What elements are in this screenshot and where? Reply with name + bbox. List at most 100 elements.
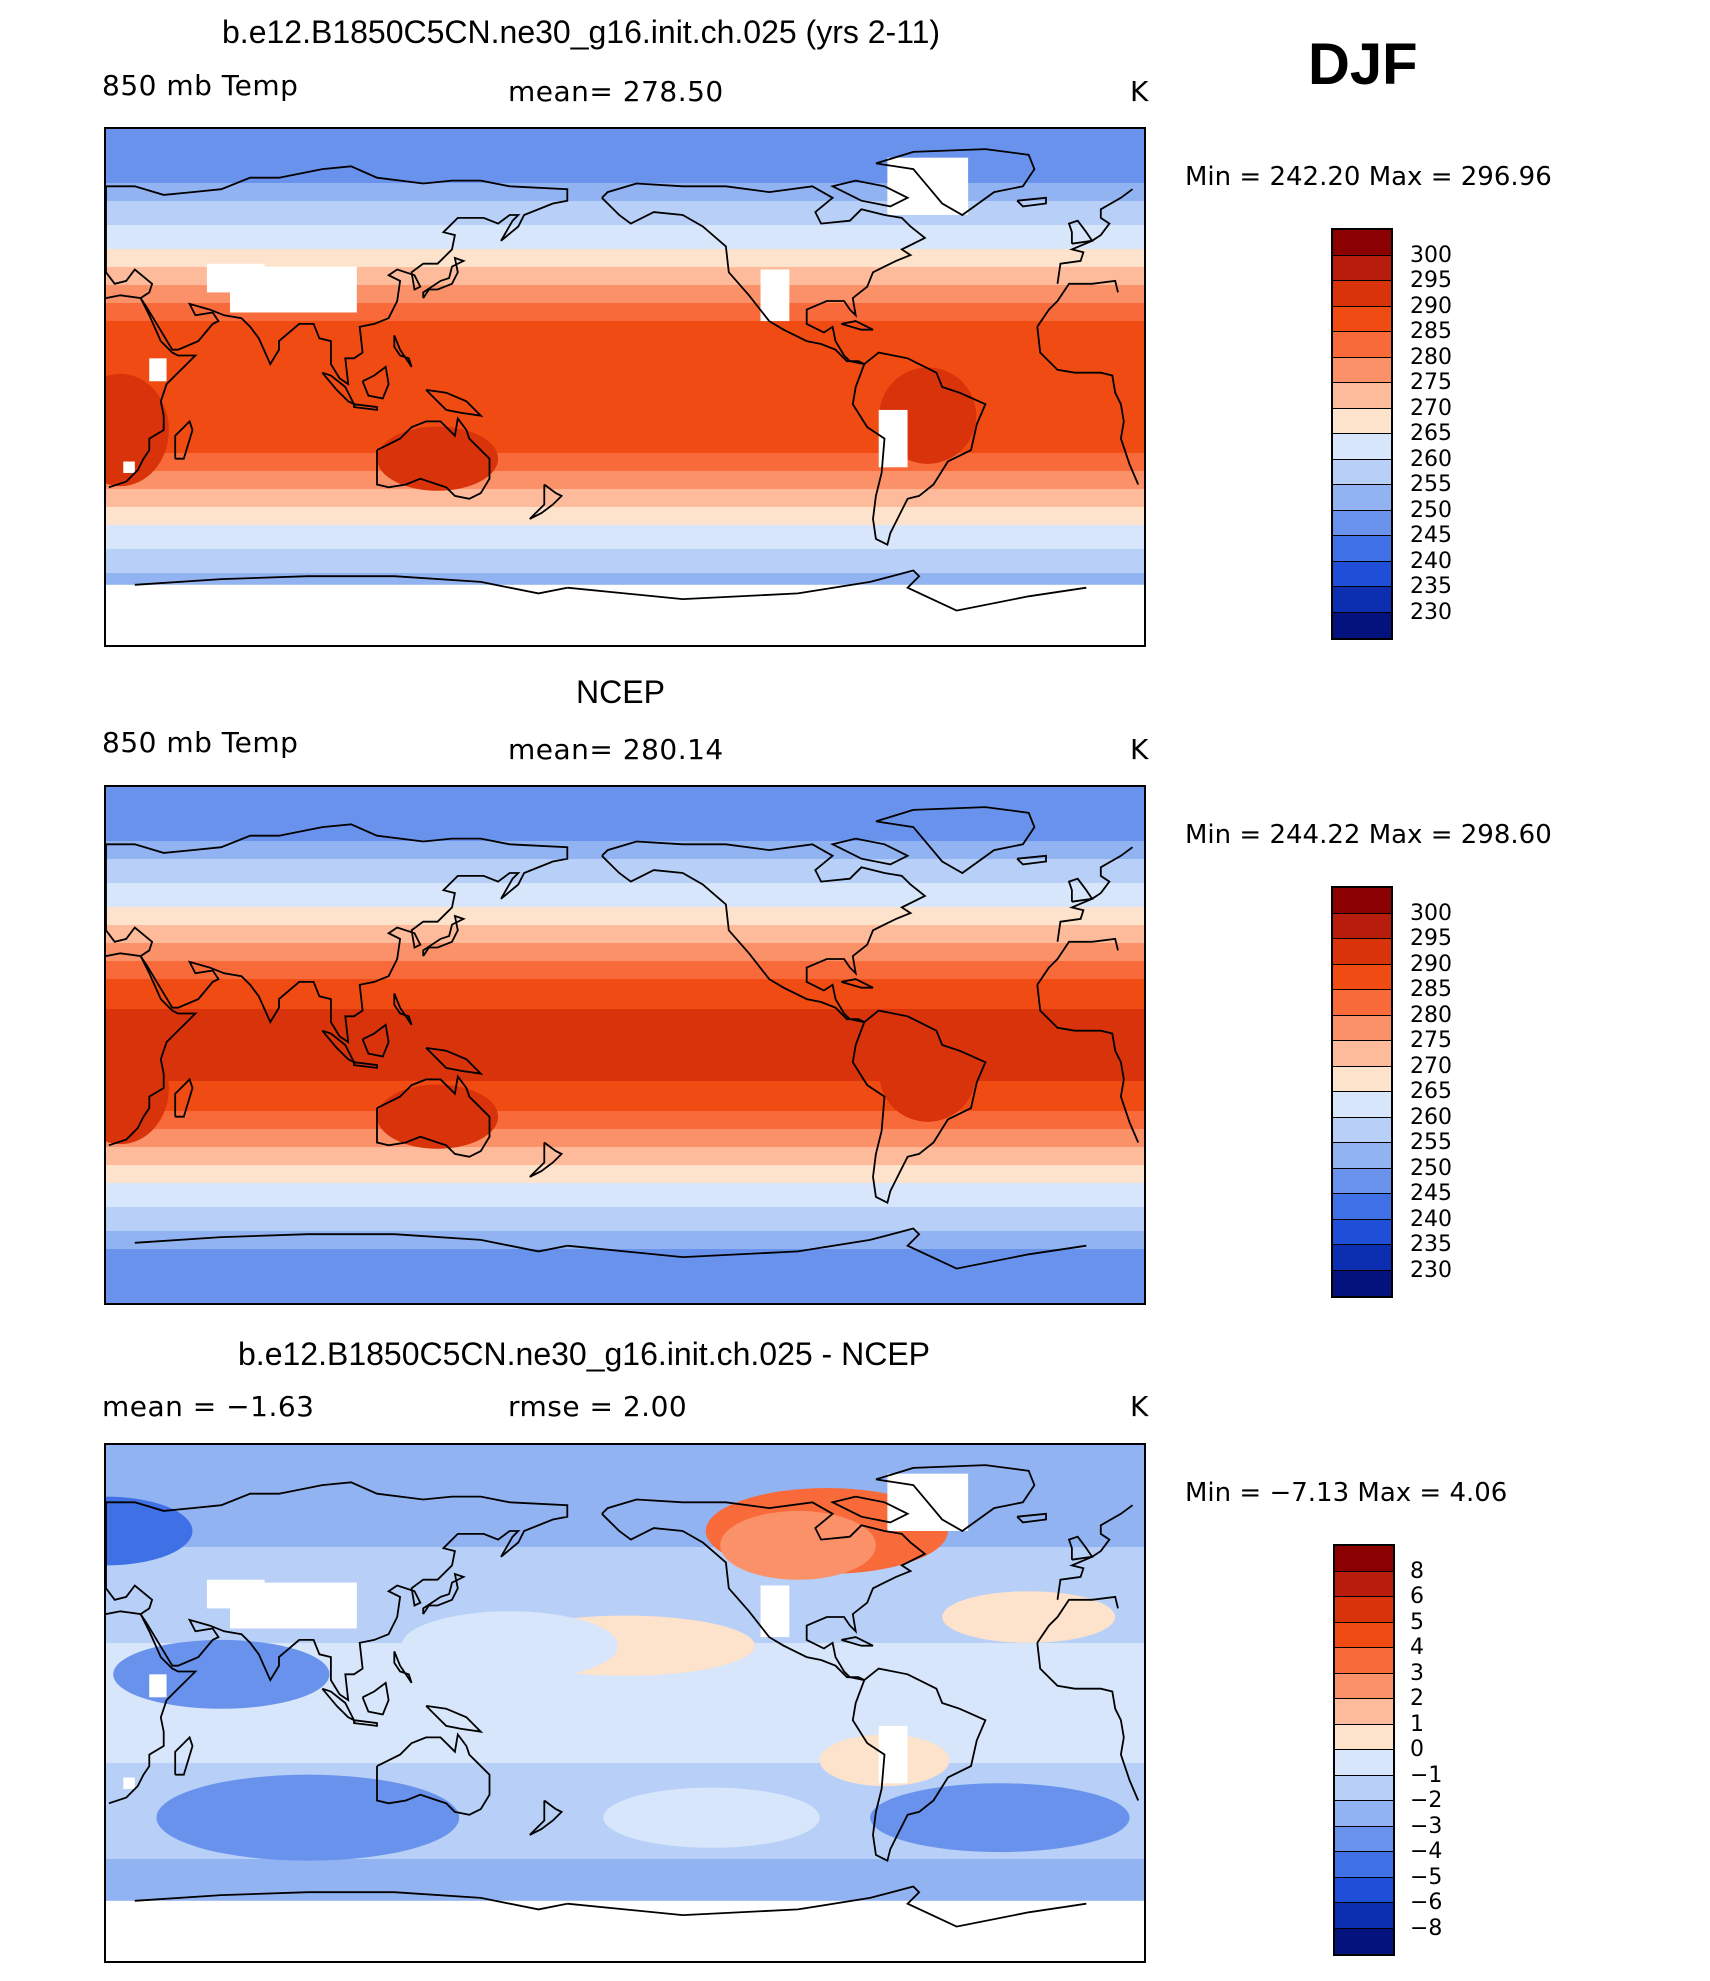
field-band [106,1445,1144,1452]
field-band [106,471,1144,478]
panel-1-map-svg [106,129,1144,645]
field-band [106,1207,1144,1214]
warm-region-blob [377,426,499,491]
panel-2-map-svg [106,787,1144,1303]
colorbar-segment [1335,1546,1393,1572]
field-band [106,877,1144,884]
field-band [106,853,1144,860]
field-band [106,267,1144,274]
field-band [106,931,1144,938]
colorbar-segment [1333,1245,1391,1271]
colorbar-segment [1333,1092,1391,1118]
colorbar-segment [1333,230,1391,256]
missing-data-africa-highlands [149,1674,167,1698]
field-band [106,387,1144,394]
field-band [106,1201,1144,1208]
coastline-segment [567,569,1087,612]
field-band [106,477,1144,484]
field-band [106,285,1144,292]
field-band [106,1895,1144,1902]
colorbar-tick-label: −3 [1410,1813,1443,1839]
colorbar-tick-label: 280 [1410,1002,1452,1028]
field-band [106,513,1144,520]
missing-data-tibet [206,1579,265,1609]
season-label: DJF [1308,32,1418,97]
coastline-segment [601,1498,927,1681]
field-band [106,153,1144,160]
field-band [106,1781,1144,1788]
field-band [106,1153,1144,1160]
field-band [106,399,1144,406]
colorbar-tick-label: 240 [1410,1206,1452,1232]
colorbar-segment [1333,536,1391,562]
field-band [106,147,1144,154]
colorbar-segment [1333,1117,1391,1143]
anomaly-blob [942,1591,1116,1643]
missing-data-africa-highlands [123,461,135,473]
field-band [106,955,1144,962]
field-band [106,1123,1144,1130]
colorbar-segment [1333,990,1391,1016]
field-band [106,315,1144,322]
coastline-segment [321,1029,357,1065]
colorbar-tick-label: 300 [1410,900,1452,926]
field-band [106,991,1144,998]
coastline-segment [106,165,569,386]
colorbar-segment [1333,357,1391,383]
field-band [106,417,1144,424]
field-band [106,1583,1144,1590]
field-band [106,459,1144,466]
field-band [106,1601,1144,1608]
field-band [106,507,1144,514]
field-band [106,1141,1144,1148]
colorbar-tick-label: 280 [1410,344,1452,370]
field-band [106,1003,1144,1010]
field-band [106,901,1144,908]
field-band [106,1099,1144,1106]
coastline-segment [875,1464,1036,1533]
colorbar-segment [1333,383,1391,409]
field-band [106,1595,1144,1602]
field-band [106,1571,1144,1578]
coastline-segment [601,840,927,1023]
colorbar-segment [1333,888,1391,914]
coastline-segment [851,351,987,547]
field-band [106,1775,1144,1782]
coastline-segment [134,1891,568,1911]
field-band [106,1745,1144,1752]
field-band [106,561,1144,568]
field-band [106,195,1144,202]
panel-3-colorbar [1333,1544,1395,1956]
field-band [106,351,1144,358]
field-band [106,823,1144,830]
coastline-segment [353,403,378,411]
field-band [106,231,1144,238]
coastline-segment [1036,1642,1140,1801]
field-band [106,447,1144,454]
colorbar-segment [1333,913,1391,939]
field-band [106,1015,1144,1022]
field-band [106,1183,1144,1190]
colorbar-tick-label: 2 [1410,1686,1424,1711]
coastline-segment [134,1233,568,1253]
panel-3-map [104,1443,1146,1963]
colorbar-tick-label: −4 [1410,1839,1443,1864]
field-band [106,925,1144,932]
coastline-segment [321,1687,357,1723]
colorbar-tick-label: 295 [1410,926,1452,951]
colorbar-tick-label: 230 [1410,1257,1452,1283]
field-band [106,189,1144,196]
field-band [106,1033,1144,1040]
panel-3-map-svg [106,1445,1144,1961]
field-band [106,135,1144,142]
colorbar-tick-label: 300 [1410,242,1452,268]
field-band [106,219,1144,226]
field-band [106,1105,1144,1112]
field-band [106,1457,1144,1464]
field-band [106,1463,1144,1470]
field-band [106,543,1144,550]
colorbar-tick-label: 230 [1410,599,1452,625]
field-band [106,1835,1144,1842]
field-band [106,549,1144,556]
field-band [106,1559,1144,1566]
